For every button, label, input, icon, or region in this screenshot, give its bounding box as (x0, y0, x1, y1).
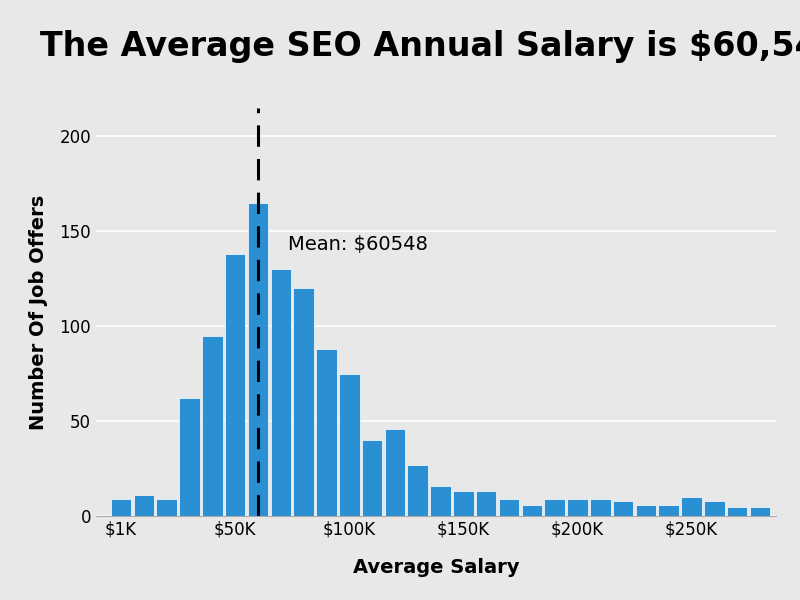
Bar (430, 485, 451, 516)
Bar (385, 429, 405, 516)
Bar (270, 269, 291, 516)
Text: The Average SEO Annual Salary is $60,548/Year: The Average SEO Annual Salary is $60,548… (40, 30, 800, 63)
Bar (134, 495, 154, 516)
Bar (682, 497, 702, 516)
Bar (453, 491, 474, 516)
X-axis label: Average Salary: Average Salary (353, 559, 519, 577)
Bar (111, 499, 131, 516)
Bar (339, 374, 359, 516)
Bar (636, 505, 656, 516)
Bar (225, 254, 246, 516)
Bar (498, 499, 519, 516)
Bar (362, 440, 382, 516)
Bar (567, 499, 588, 516)
Bar (727, 506, 747, 516)
Y-axis label: Number Of Job Offers: Number Of Job Offers (30, 194, 49, 430)
Bar (248, 203, 268, 516)
Bar (704, 501, 725, 516)
Bar (750, 506, 770, 516)
Bar (316, 349, 337, 516)
Bar (590, 499, 610, 516)
Bar (157, 499, 177, 516)
Bar (658, 505, 679, 516)
Bar (613, 501, 634, 516)
Bar (179, 398, 200, 516)
Bar (544, 499, 565, 516)
Bar (407, 465, 428, 516)
Text: Mean: $60548: Mean: $60548 (288, 235, 427, 254)
Bar (476, 491, 497, 516)
Bar (202, 336, 222, 516)
Bar (522, 505, 542, 516)
Bar (294, 288, 314, 516)
